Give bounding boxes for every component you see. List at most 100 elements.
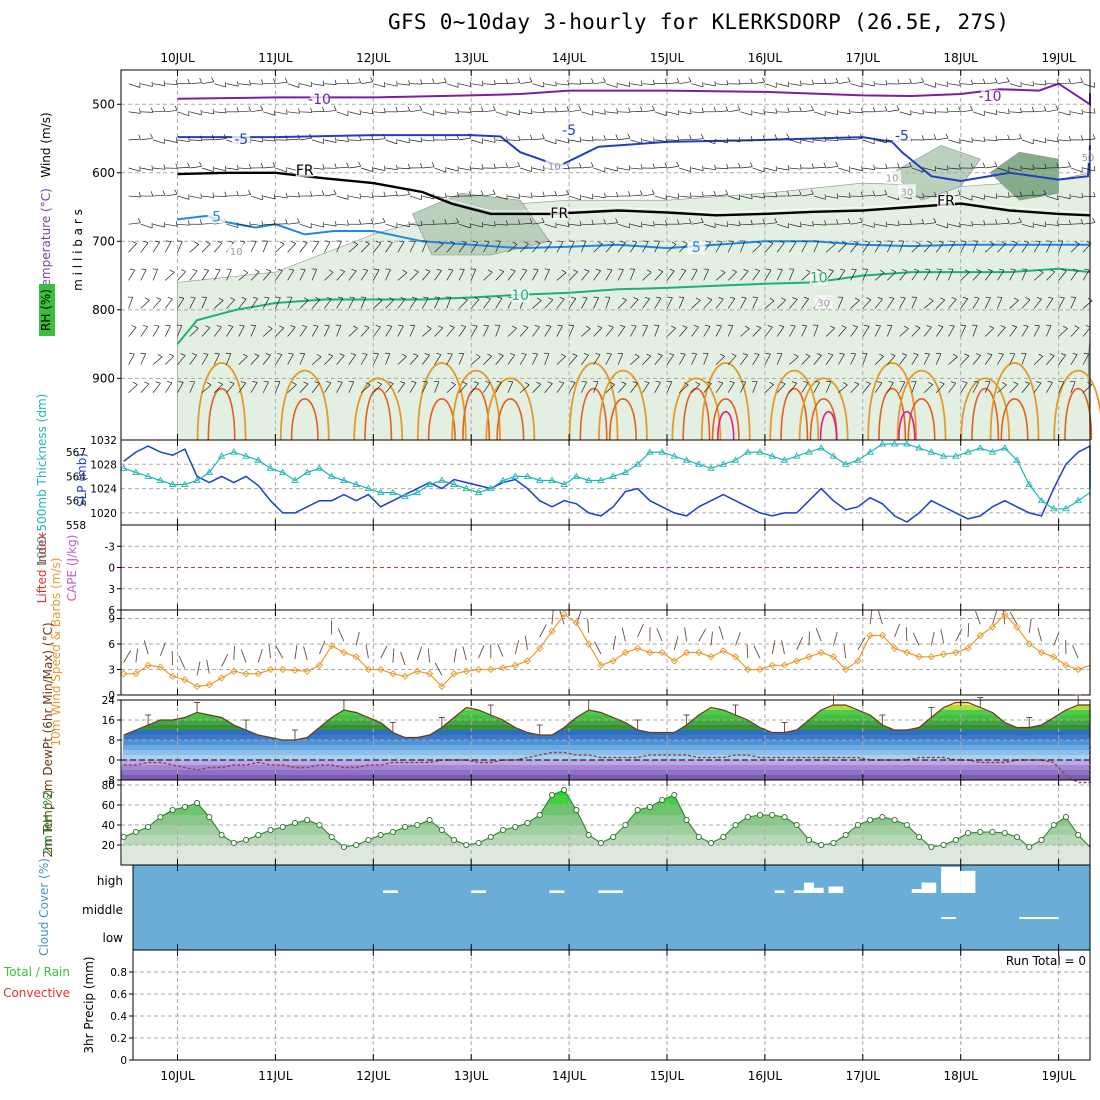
wind-barb xyxy=(214,83,226,88)
wind-barb-flag xyxy=(481,80,484,86)
wind-barb-flag xyxy=(523,325,529,328)
wind-barb xyxy=(263,223,276,226)
wind-barb xyxy=(630,139,642,144)
wind-barb xyxy=(519,270,528,281)
wind-barb-flag xyxy=(242,353,248,357)
wind-barb-flag xyxy=(334,163,337,169)
wind10m-marker xyxy=(548,627,556,635)
wind-barb-flag xyxy=(132,381,138,385)
wind-barb xyxy=(764,83,777,88)
cloud-high-block xyxy=(383,890,398,893)
wind-barb xyxy=(642,382,650,393)
wind-barb-flag xyxy=(497,296,503,299)
wind10m-marker xyxy=(597,661,605,669)
wind-barb-flag xyxy=(178,381,184,383)
thickness-marker xyxy=(205,468,214,475)
wind-barb xyxy=(1021,242,1030,253)
wind10m-barb xyxy=(975,610,981,625)
wind-barb-flag xyxy=(138,134,141,140)
wind-barb xyxy=(911,297,918,309)
wind-barb-flag xyxy=(530,192,533,198)
wind-barb-flag xyxy=(633,297,639,300)
wind-barb xyxy=(813,195,826,200)
wind-barb xyxy=(544,195,557,197)
wind-barb xyxy=(838,222,851,225)
wind-barb-flag xyxy=(828,268,834,272)
wind10m-marker xyxy=(291,666,299,674)
wind-barb-flag xyxy=(472,324,478,327)
warm-isotherm-inner xyxy=(878,388,907,441)
wind-barb xyxy=(960,355,970,365)
wind-barb xyxy=(1009,383,1019,393)
wind-barb-flag xyxy=(249,221,251,227)
wind-barb-flag xyxy=(707,297,713,301)
wind-barb-flag xyxy=(836,193,839,199)
wind-barb xyxy=(801,355,811,365)
wind-barb-flag xyxy=(987,268,993,272)
wind-barb-flag xyxy=(142,324,148,328)
rh2m-marker xyxy=(952,836,959,844)
wind-barb-flag xyxy=(205,325,211,328)
slp-tick-label: 1020 xyxy=(90,508,117,520)
wind-barb xyxy=(960,298,969,309)
wind-barb-flag xyxy=(413,353,419,357)
wind-barb-flag xyxy=(762,135,765,141)
wind-barb xyxy=(275,111,288,115)
wind-barb xyxy=(471,139,483,144)
wind-barb xyxy=(299,242,308,253)
wind-barb xyxy=(764,138,777,141)
warm-isotherm-inner xyxy=(907,398,936,441)
wind-barb xyxy=(128,167,141,172)
rh2m-marker xyxy=(340,843,347,851)
wind-barb xyxy=(495,139,508,142)
wind-barb-flag xyxy=(851,268,857,271)
wind-barb xyxy=(789,325,796,337)
wind-barb-flag xyxy=(584,269,590,272)
wind-barb-flag xyxy=(297,134,300,140)
wind-barb xyxy=(226,299,235,309)
cloud-high-block xyxy=(549,890,565,893)
wind-barb xyxy=(128,195,141,198)
wind-barb-flag xyxy=(959,80,961,86)
wind-barb-flag xyxy=(839,268,845,271)
wind-barb xyxy=(422,82,435,85)
wind-barb xyxy=(715,298,724,309)
wind-barb-flag xyxy=(933,218,937,223)
wind-barb xyxy=(324,382,332,393)
wind-barb xyxy=(568,325,575,337)
wind-barb xyxy=(605,167,618,172)
wind-barb-flag xyxy=(604,109,606,115)
wind10m-marker xyxy=(633,644,642,652)
warm-isotherm-inner xyxy=(207,388,236,441)
thickness-marker xyxy=(364,484,373,492)
wind-barb xyxy=(581,354,589,365)
wind-barb-flag xyxy=(310,107,313,113)
thickness-marker xyxy=(633,460,642,467)
wind-barb-flag xyxy=(946,165,949,171)
wind-barb xyxy=(434,111,447,115)
wind-barb-flag xyxy=(1083,352,1089,355)
wind-barb-flag xyxy=(303,381,309,385)
wind-barb-flag xyxy=(223,133,227,139)
wind-barb xyxy=(935,299,945,309)
wind-barb-flag xyxy=(492,189,496,195)
wind-barb-flag xyxy=(187,220,190,226)
wind-barb-flag xyxy=(884,106,888,111)
wind-barb xyxy=(226,326,234,337)
wind-barb-flag xyxy=(1061,269,1067,272)
wind-barb xyxy=(544,223,557,228)
wind-barb xyxy=(887,223,900,226)
wind10m-barb xyxy=(612,635,617,650)
wind-barb xyxy=(312,167,325,170)
wind-barb xyxy=(997,384,1007,393)
wind-barb-flag xyxy=(462,381,468,385)
wind-barb xyxy=(532,300,542,309)
wind-barb-flag xyxy=(512,241,518,245)
wind-barb xyxy=(483,241,490,253)
wind-barb xyxy=(666,270,675,281)
wind-barb-flag xyxy=(180,353,186,356)
wind10m-barb xyxy=(221,653,229,667)
wind-barb-flag xyxy=(714,164,716,170)
wind-barb xyxy=(434,243,444,253)
thickness-marker xyxy=(1074,496,1082,504)
